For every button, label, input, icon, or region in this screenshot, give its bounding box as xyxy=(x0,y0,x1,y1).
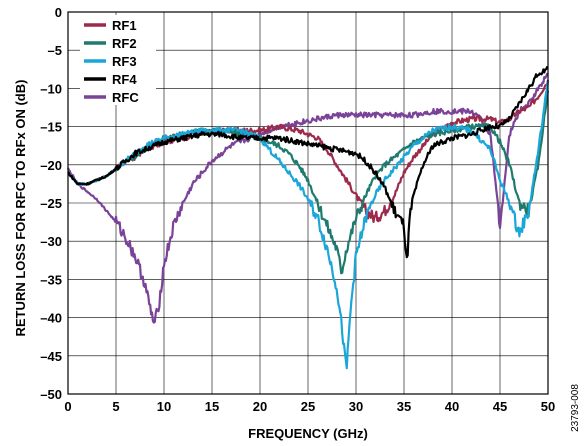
series-line-rfc xyxy=(66,72,549,324)
y-tick-label: –10 xyxy=(40,81,62,96)
x-tick-label: 5 xyxy=(112,399,119,414)
y-tick-label: –20 xyxy=(40,158,62,173)
x-tick-label: 10 xyxy=(157,399,171,414)
y-axis-title: RETURN LOSS FOR RFC TO RFx ON (dB) xyxy=(13,80,28,337)
y-tick-label: –30 xyxy=(40,234,62,249)
y-tick-label: –35 xyxy=(40,272,62,287)
series-line-rf3 xyxy=(67,81,550,370)
series-line-rf4 xyxy=(67,66,549,259)
y-tick-label: –45 xyxy=(40,349,62,364)
x-tick-label: 35 xyxy=(397,399,411,414)
legend-label: RF2 xyxy=(112,36,137,51)
figure-code: 23793-008 xyxy=(570,384,581,432)
y-tick-label: 0 xyxy=(55,5,62,20)
y-tick-label: –15 xyxy=(40,120,62,135)
x-tick-label: 40 xyxy=(445,399,459,414)
y-tick-label: –5 xyxy=(48,43,62,58)
legend: RF1 RF2 RF3 RF4 RFC xyxy=(80,15,156,105)
x-tick-label: 20 xyxy=(253,399,267,414)
x-tick-label: 0 xyxy=(64,399,71,414)
series-layer xyxy=(66,66,550,370)
legend-label: RF1 xyxy=(112,18,137,33)
x-tick-label: 15 xyxy=(205,399,219,414)
y-tick-label: –25 xyxy=(40,196,62,211)
x-tick-label: 45 xyxy=(493,399,507,414)
y-tick-label: –40 xyxy=(40,311,62,326)
x-tick-label: 50 xyxy=(541,399,555,414)
legend-label: RF3 xyxy=(112,54,137,69)
y-tick-labels: 0 –5 –10 –15 –20 –25 –30 –35 –40 –45 –50 xyxy=(40,5,62,402)
x-tick-labels: 0 5 10 15 20 25 30 35 40 45 50 xyxy=(64,399,555,414)
plot-frame xyxy=(67,11,549,395)
x-axis-title: FREQUENCY (GHz) xyxy=(248,426,368,441)
legend-label: RFC xyxy=(112,90,139,105)
x-tick-label: 30 xyxy=(349,399,363,414)
x-tick-label: 25 xyxy=(301,399,315,414)
y-tick-label: –50 xyxy=(40,387,62,402)
legend-label: RF4 xyxy=(112,72,137,87)
